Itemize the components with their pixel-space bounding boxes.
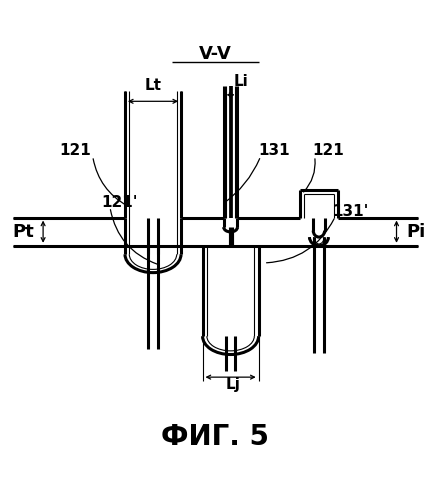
Text: ФИГ. 5: ФИГ. 5 [161,424,269,452]
Text: 121': 121' [101,195,138,210]
Text: 121: 121 [59,144,91,158]
Text: Lj: Lj [225,378,240,392]
Text: Lt: Lt [144,78,161,93]
Text: Pi: Pi [405,222,424,240]
Text: Pt: Pt [13,222,34,240]
Text: 131': 131' [331,204,367,218]
Text: 131: 131 [258,144,289,158]
Text: V-V: V-V [199,45,231,63]
Text: Li: Li [233,74,248,90]
Text: 121: 121 [312,144,344,158]
